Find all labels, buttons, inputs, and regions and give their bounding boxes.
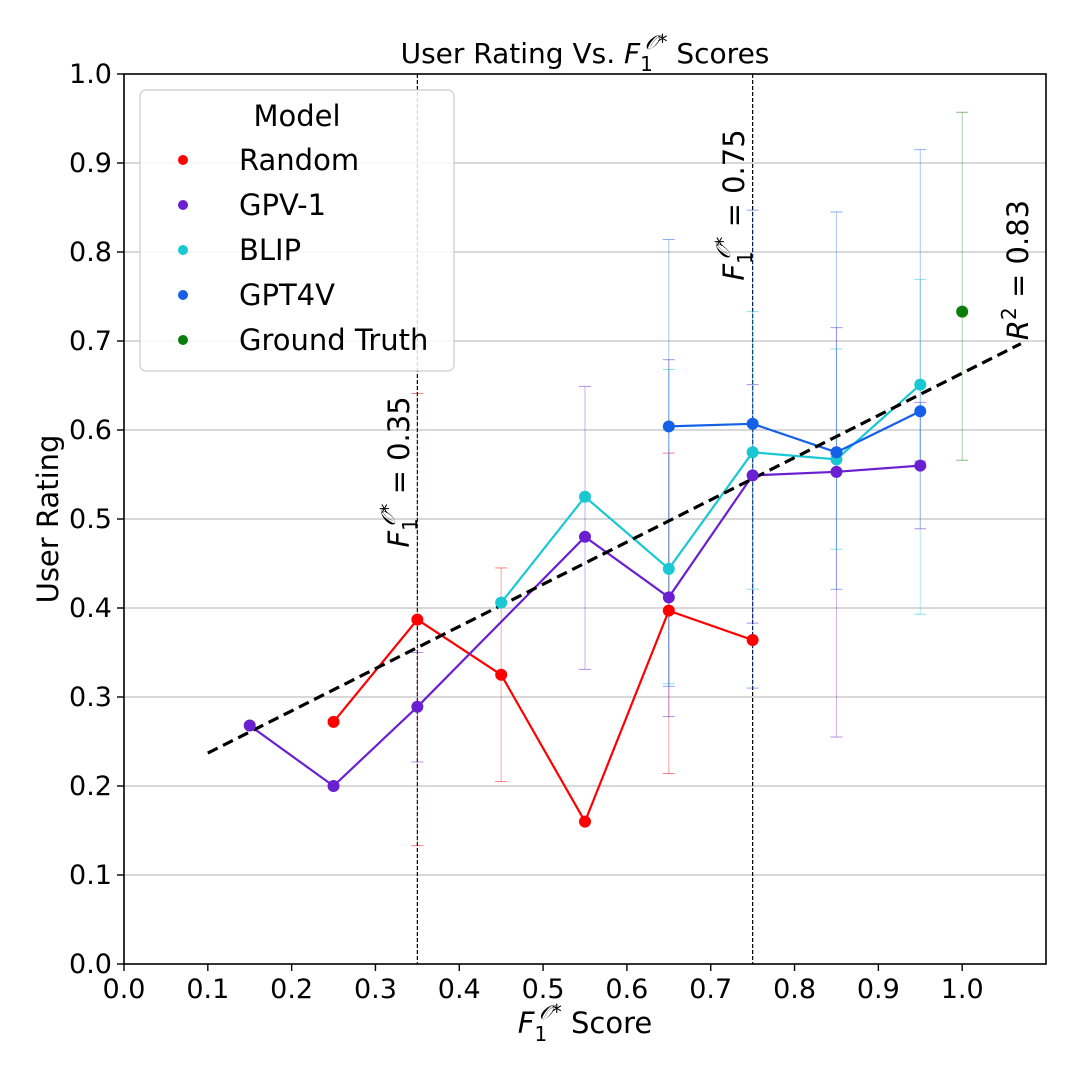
data-point-blip xyxy=(579,490,591,503)
y-tick-label: 1.0 xyxy=(69,59,112,90)
vline-annotation-1: F1𝒪* = 0.35 xyxy=(376,396,422,547)
legend-box xyxy=(139,89,455,372)
y-tick-label: 0.1 xyxy=(69,860,112,891)
x-tick-label: 0.3 xyxy=(354,974,397,1005)
y-axis-label: User Rating xyxy=(31,435,65,604)
legend: Model Random GPV-1 BLIP GPT4V Ground Truth xyxy=(139,89,455,372)
data-point-gpv-1 xyxy=(662,591,675,604)
series-line-random xyxy=(332,609,753,825)
data-point-random xyxy=(746,634,759,647)
data-point-blip xyxy=(914,378,927,391)
y-tick-label: 0.5 xyxy=(69,504,112,535)
data-point-random xyxy=(327,715,340,728)
y-tick-label: 0.9 xyxy=(69,148,112,179)
legend-title: Model xyxy=(253,99,340,133)
data-point-blip xyxy=(662,562,675,575)
y-axis-ticks: 0.0 0.1 0.2 0.3 0.4 0.5 0.6 0.7 0.8 0.9 1.0 xyxy=(69,59,124,980)
x-tick-label: 0.6 xyxy=(605,974,648,1005)
y-tick-label: 0.0 xyxy=(69,949,112,980)
y-tick-label: 0.3 xyxy=(69,682,112,713)
trendline-group xyxy=(207,342,1022,755)
series-line-gpt4v xyxy=(668,410,921,454)
x-tick-label: 0.8 xyxy=(773,974,816,1005)
legend-marker xyxy=(178,290,188,300)
data-point-gpv-1 xyxy=(411,700,424,713)
y-tick-label: 0.8 xyxy=(69,237,112,268)
trendline xyxy=(207,342,1022,755)
y-tick-label: 0.2 xyxy=(69,771,112,802)
x-tick-label: 0.7 xyxy=(689,974,732,1005)
data-point-random xyxy=(411,613,424,626)
legend-marker xyxy=(178,245,188,255)
r-squared-annotation: R2 = 0.83 xyxy=(997,200,1035,340)
legend-marker xyxy=(178,155,188,165)
data-point-gpt4v xyxy=(830,446,843,459)
data-point-gpv-1 xyxy=(579,530,591,543)
data-point-random xyxy=(662,604,675,617)
series-line-gpv-1 xyxy=(249,464,921,788)
data-point-gpt4v xyxy=(914,405,927,418)
legend-label: Random xyxy=(239,143,359,177)
y-tick-label: 0.6 xyxy=(69,415,112,446)
data-point-blip xyxy=(746,446,759,459)
x-tick-label: 0.5 xyxy=(522,974,565,1005)
series-line-blip xyxy=(500,383,922,604)
x-tick-label: 0.9 xyxy=(857,974,900,1005)
legend-items: Random GPV-1 BLIP GPT4V Ground Truth xyxy=(178,143,428,357)
x-tick-label: 0.2 xyxy=(270,974,313,1005)
x-tick-label: 0.0 xyxy=(103,974,146,1005)
data-point-gpv-1 xyxy=(830,465,843,478)
legend-label: GPT4V xyxy=(239,278,335,312)
data-point-gpv-1 xyxy=(746,469,759,482)
legend-marker xyxy=(178,335,188,345)
data-point-random xyxy=(495,668,508,681)
data-point-gpv-1 xyxy=(914,459,927,472)
x-tick-label: 1.0 xyxy=(941,974,984,1005)
x-tick-label: 0.1 xyxy=(186,974,229,1005)
y-tick-label: 0.7 xyxy=(69,326,112,357)
error-bars xyxy=(411,111,969,847)
legend-label: BLIP xyxy=(239,233,301,267)
data-point-ground-truth xyxy=(956,305,969,318)
data-points xyxy=(243,305,969,828)
x-tick-label: 0.4 xyxy=(438,974,481,1005)
vertical-reference-lines xyxy=(416,74,754,964)
data-point-gpv-1 xyxy=(243,719,256,732)
data-point-blip xyxy=(495,596,508,609)
legend-label: Ground Truth xyxy=(239,323,428,357)
x-axis-ticks: 0.0 0.1 0.2 0.3 0.4 0.5 0.6 0.7 0.8 0.9 1.0 xyxy=(103,964,984,1005)
legend-marker xyxy=(178,200,188,210)
chart-title: User Rating Vs. F1𝒪* Scores xyxy=(401,30,770,76)
data-point-gpt4v xyxy=(662,420,675,433)
series-lines xyxy=(249,383,922,825)
data-point-random xyxy=(579,815,591,828)
data-point-gpv-1 xyxy=(327,780,340,792)
x-axis-label: F1𝒪* Score xyxy=(518,1000,652,1046)
data-point-gpt4v xyxy=(746,417,759,430)
legend-label: GPV-1 xyxy=(239,188,326,222)
y-tick-label: 0.4 xyxy=(69,593,112,624)
vline-annotation-2: F1𝒪* = 0.75 xyxy=(711,129,757,280)
